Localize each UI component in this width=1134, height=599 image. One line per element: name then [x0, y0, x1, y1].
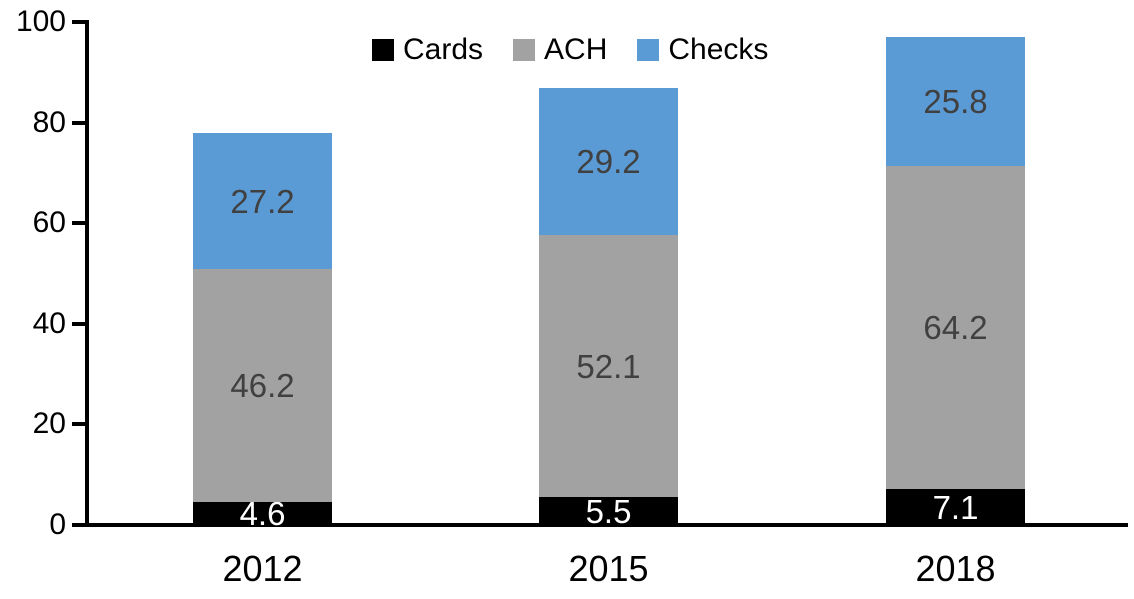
y-axis-line [85, 20, 89, 527]
legend-item-checks: Checks [637, 33, 768, 67]
data-label: 25.8 [923, 82, 988, 120]
legend-swatch-ach [513, 39, 536, 61]
x-tick-label: 2012 [222, 548, 303, 589]
y-axis-tick-mark [72, 523, 86, 527]
data-label: 4.6 [239, 494, 286, 532]
legend-swatch-checks [637, 39, 660, 61]
data-label: 52.1 [576, 347, 641, 385]
y-axis-tick-mark [72, 120, 86, 125]
bar-segment-checks-2015: 29.2 [539, 88, 678, 236]
bar-segment-cards-2012: 4.6 [193, 497, 332, 530]
data-label: 27.2 [230, 182, 295, 220]
data-label: 46.2 [230, 367, 295, 405]
y-tick-label: 100 [15, 5, 66, 38]
bar-segment-checks-2018: 25.8 [886, 36, 1025, 167]
bar-segment-cards-2015: 5.5 [539, 492, 678, 530]
bar-segment-ach-2015: 52.1 [539, 235, 678, 498]
bar-segment-cards-2018: 7.1 [886, 489, 1025, 525]
legend-swatch-cards [372, 39, 394, 61]
x-tick-label: 2018 [915, 548, 996, 589]
y-axis-tick-mark [72, 422, 86, 427]
data-label: 5.5 [585, 492, 632, 530]
y-axis-tick-mark [72, 221, 86, 226]
legend-label-checks: Checks [668, 33, 769, 66]
x-axis-line [85, 523, 1128, 527]
data-label: 29.2 [576, 143, 641, 181]
bar-segment-ach-2012: 46.2 [193, 269, 332, 502]
y-tick-label: 20 [32, 407, 66, 441]
legend-label-ach: ACH [544, 33, 608, 66]
legend: Cards ACH Checks [372, 33, 768, 67]
y-tick-label: 60 [32, 206, 66, 240]
bar-segment-ach-2018: 64.2 [886, 166, 1025, 490]
x-tick-label: 2015 [568, 548, 649, 589]
y-axis-tick-mark [72, 20, 86, 24]
y-tick-label: 0 [49, 508, 66, 541]
legend-item-cards: Cards [372, 33, 483, 67]
y-tick-label: 80 [32, 105, 66, 139]
legend-label-cards: Cards [403, 33, 484, 66]
data-label: 7.1 [932, 488, 979, 526]
legend-item-ach: ACH [513, 33, 607, 67]
y-tick-label: 40 [32, 306, 66, 340]
data-label: 64.2 [923, 309, 988, 347]
y-axis-tick-mark [72, 321, 86, 326]
bar-segment-checks-2012: 27.2 [193, 132, 332, 270]
